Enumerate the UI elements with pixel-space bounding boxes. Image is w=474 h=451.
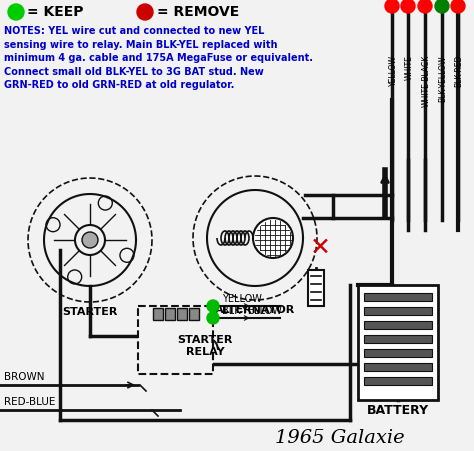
Text: WHITE-BLACK: WHITE-BLACK [421, 55, 430, 107]
Bar [364, 363, 432, 371]
Circle shape [385, 0, 399, 13]
Bar [364, 321, 432, 329]
Text: WHITE: WHITE [404, 55, 413, 80]
Text: BROWN: BROWN [4, 372, 45, 382]
Text: ✕: ✕ [310, 236, 330, 260]
Circle shape [98, 196, 112, 210]
Bar [177, 308, 187, 320]
Circle shape [137, 4, 153, 20]
Circle shape [120, 249, 134, 262]
Text: = REMOVE: = REMOVE [157, 5, 239, 19]
Text: BLK-RED: BLK-RED [455, 55, 464, 87]
Bar [364, 377, 432, 385]
Bar [153, 308, 163, 320]
Text: = KEEP: = KEEP [27, 5, 83, 19]
Text: BATTERY: BATTERY [367, 404, 429, 417]
Circle shape [253, 218, 293, 258]
Circle shape [46, 218, 60, 232]
Bar [364, 335, 432, 343]
Text: STARTER
RELAY: STARTER RELAY [177, 336, 233, 357]
Text: YELLOW: YELLOW [389, 55, 398, 86]
Bar [308, 270, 324, 306]
Text: BLK-YELLOW: BLK-YELLOW [438, 55, 447, 101]
Circle shape [8, 4, 24, 20]
Circle shape [82, 232, 98, 248]
Bar [364, 349, 432, 357]
Circle shape [435, 0, 449, 13]
Text: RED-BLUE: RED-BLUE [4, 397, 55, 407]
Text: STARTER: STARTER [62, 307, 118, 317]
Bar [138, 306, 213, 374]
Text: ALTERNATOR: ALTERNATOR [215, 305, 295, 315]
Text: YELLOW: YELLOW [222, 294, 262, 304]
Text: BLK-YELLOW: BLK-YELLOW [222, 306, 282, 316]
Text: 1965 Galaxie: 1965 Galaxie [275, 429, 405, 447]
Circle shape [75, 225, 105, 255]
Text: NOTES: YEL wire cut and connected to new YEL
sensing wire to relay. Main BLK-YEL: NOTES: YEL wire cut and connected to new… [4, 26, 313, 90]
Circle shape [401, 0, 415, 13]
Circle shape [207, 300, 219, 312]
Bar [364, 293, 432, 301]
Bar [364, 307, 432, 315]
Circle shape [207, 312, 219, 324]
Circle shape [68, 270, 82, 284]
Bar [165, 308, 175, 320]
Bar [189, 308, 199, 320]
Circle shape [451, 0, 465, 13]
Circle shape [418, 0, 432, 13]
Bar [358, 285, 438, 400]
